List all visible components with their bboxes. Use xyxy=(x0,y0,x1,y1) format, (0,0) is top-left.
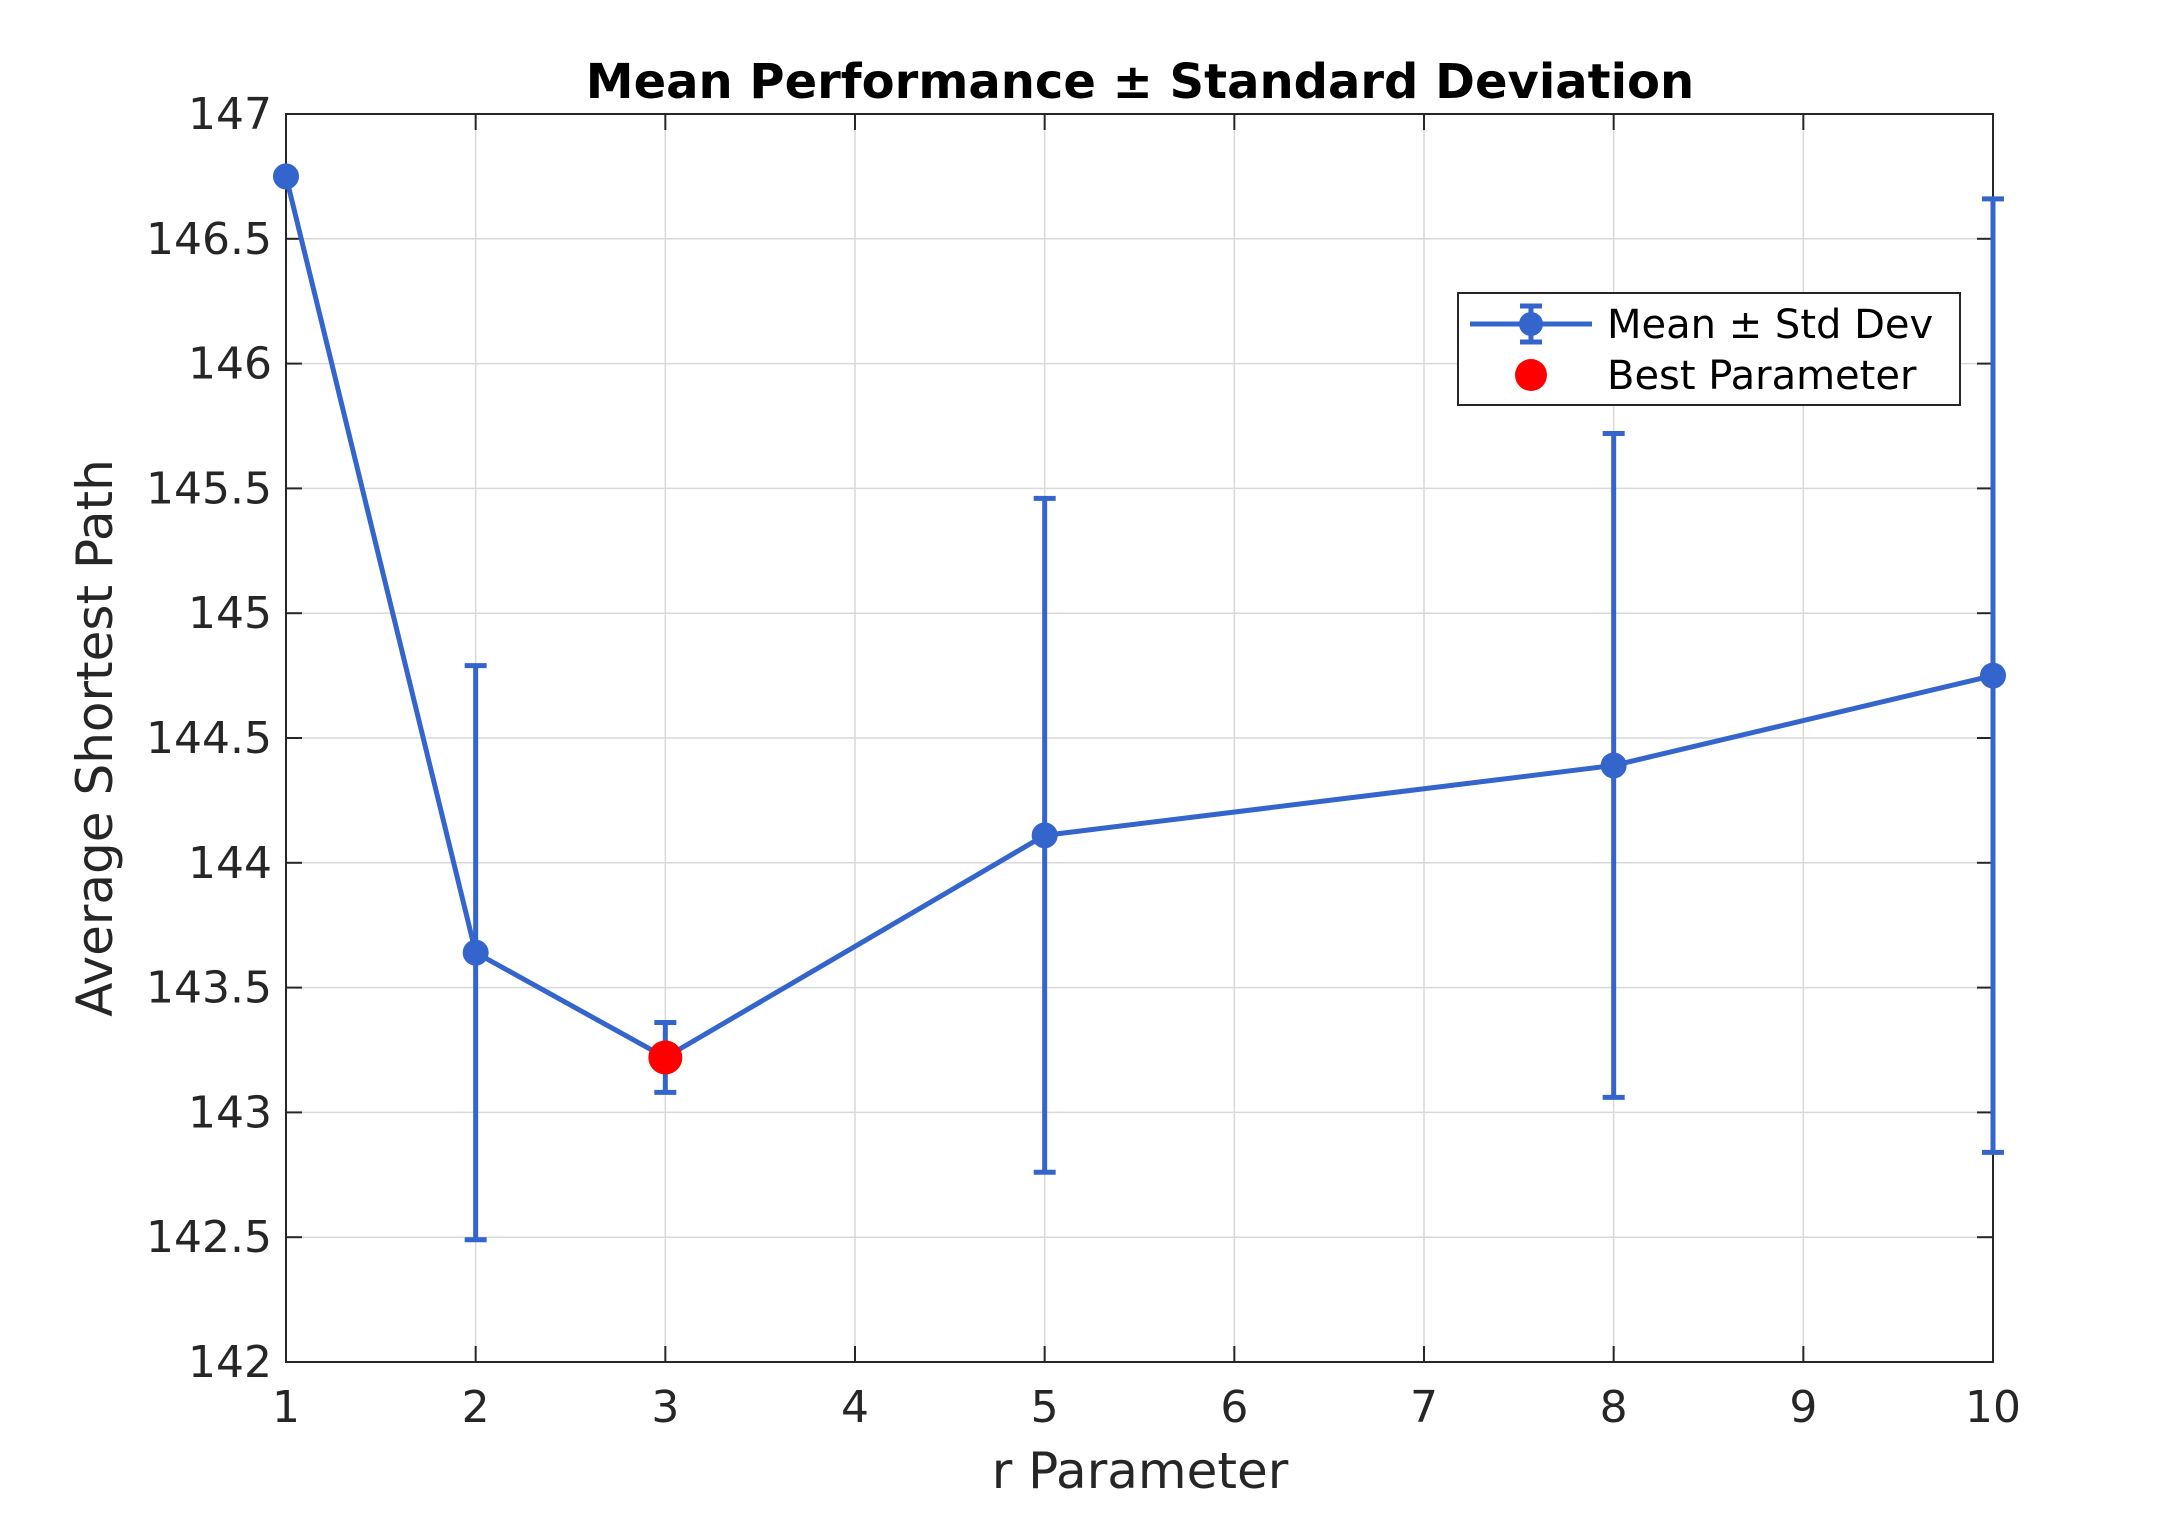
x-axis-label: r Parameter xyxy=(992,1442,1289,1500)
x-tick-label: 10 xyxy=(1965,1382,2021,1433)
x-tick-label: 5 xyxy=(1031,1382,1059,1433)
legend-symbol-mean xyxy=(1470,303,1592,345)
x-tick-label: 6 xyxy=(1220,1382,1248,1433)
chart-title: Mean Performance ± Standard Deviation xyxy=(586,54,1694,110)
y-tick-label: 143 xyxy=(188,1087,272,1138)
legend-symbol-best xyxy=(1515,359,1547,391)
best-parameter-point xyxy=(648,1040,683,1075)
legend-label-best: Best Parameter xyxy=(1607,353,1917,399)
axis-ticks: 1 2 3 4 5 6 7 8 9 10 142 142.5 143 143.5 144 144.5 145 14… xyxy=(146,89,2021,1433)
y-tick-label: 146 xyxy=(188,339,272,390)
x-tick-label: 4 xyxy=(841,1382,869,1433)
legend-label-mean: Mean ± Std Dev xyxy=(1607,302,1933,348)
y-tick-label: 146.5 xyxy=(146,214,272,265)
legend-marker-mean xyxy=(1519,312,1543,336)
mean-point xyxy=(1980,662,2006,689)
legend-marker-best xyxy=(1515,359,1547,391)
mean-point xyxy=(462,939,489,966)
mean-point xyxy=(1031,822,1058,849)
y-tick-label: 144 xyxy=(188,838,272,889)
y-tick-label: 144.5 xyxy=(146,713,272,764)
x-tick-label: 8 xyxy=(1600,1382,1628,1433)
x-tick-label: 2 xyxy=(462,1382,490,1433)
mean-point xyxy=(273,163,299,190)
y-tick-label: 147 xyxy=(188,89,272,140)
y-axis-label: Average Shortest Path xyxy=(66,459,124,1017)
x-tick-label: 3 xyxy=(651,1382,679,1433)
x-tick-label: 9 xyxy=(1789,1382,1817,1433)
data-layer xyxy=(273,163,2006,1243)
x-tick-label: 1 xyxy=(272,1382,300,1433)
y-tick-label: 145.5 xyxy=(146,463,272,514)
y-tick-label: 145 xyxy=(188,588,272,639)
y-tick-label: 142 xyxy=(188,1337,272,1388)
legend: Mean ± Std Dev Best Parameter xyxy=(1457,292,1961,406)
y-tick-label: 143.5 xyxy=(146,963,272,1014)
x-tick-label: 7 xyxy=(1410,1382,1438,1433)
y-tick-label: 142.5 xyxy=(146,1212,272,1263)
mean-series-line xyxy=(283,175,1994,1060)
mean-point xyxy=(1600,752,1627,779)
